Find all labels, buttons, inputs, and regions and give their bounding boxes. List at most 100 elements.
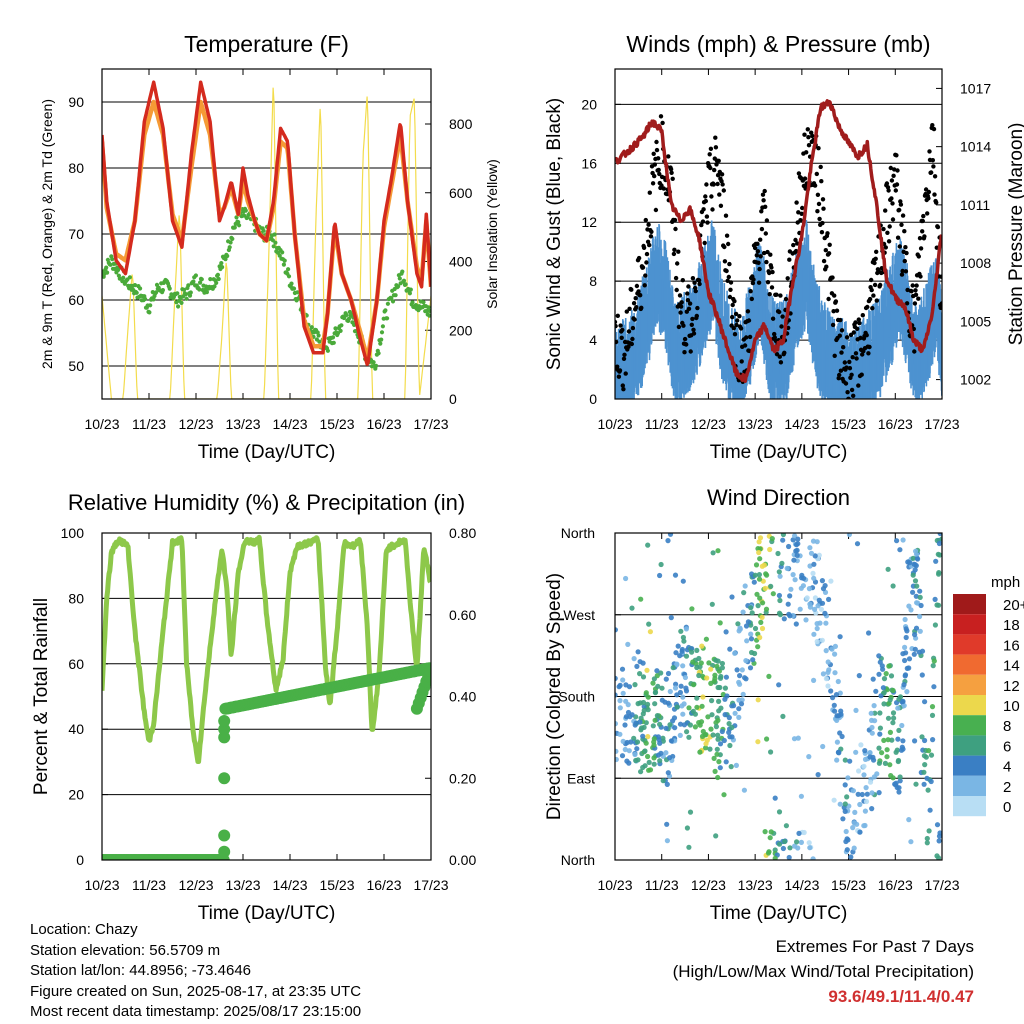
legend-label: 12 (1003, 678, 1020, 695)
direction-point (750, 657, 756, 663)
gust-point (866, 351, 871, 356)
dewpoint-point (427, 313, 431, 318)
direction-point (825, 683, 831, 689)
direction-point (880, 666, 886, 672)
direction-point (787, 613, 793, 619)
dewpoint-point (338, 328, 343, 333)
direction-point (855, 791, 861, 797)
direction-point (710, 550, 716, 556)
dewpoint-point (212, 284, 217, 289)
direction-point (759, 614, 765, 621)
dewpoint-point (426, 305, 431, 310)
direction-point (615, 721, 618, 727)
direction-point (877, 725, 884, 731)
gust-point (762, 188, 767, 194)
gust-point (754, 253, 759, 258)
direction-point (929, 704, 936, 710)
gust-point (750, 280, 756, 286)
wind_direction-frame (614, 532, 943, 861)
direction-point (828, 688, 834, 694)
direction-point (726, 729, 732, 736)
legend-swatch (953, 634, 986, 655)
direction-point (615, 692, 618, 698)
gust-point (770, 269, 775, 275)
dewpoint-point (225, 253, 230, 259)
gust-point (680, 278, 685, 283)
direction-point (706, 660, 712, 666)
direction-point (788, 586, 794, 592)
direction-point (851, 845, 857, 851)
gust-point (850, 355, 855, 360)
gust-point (709, 194, 714, 199)
direction-point (897, 778, 903, 784)
precip-point (218, 715, 231, 727)
direction-point (710, 732, 716, 738)
gust-point (624, 309, 629, 314)
gust-point (856, 383, 861, 388)
dewpoint-point (237, 223, 242, 228)
dewpoint-point (286, 267, 291, 272)
direction-point (895, 758, 901, 765)
direction-point (652, 717, 658, 723)
direction-point (844, 794, 850, 800)
direction-point (675, 643, 681, 649)
gust-point (783, 296, 789, 302)
direction-point (721, 737, 727, 744)
direction-point (926, 748, 932, 754)
direction-point (657, 721, 663, 727)
x-tick-label: 15/23 (319, 877, 354, 893)
humidity-chart (101, 532, 432, 861)
x-tick-label: 15/23 (831, 877, 866, 893)
gust-point (756, 260, 761, 265)
direction-point (794, 547, 800, 554)
direction-point (703, 745, 709, 751)
direction-point (806, 586, 813, 592)
direction-point (777, 612, 784, 618)
direction-point (812, 606, 818, 613)
gust-point (858, 335, 863, 341)
gust-point (878, 282, 883, 288)
gust-point (793, 237, 798, 243)
direction-point (786, 854, 792, 860)
direction-point (651, 736, 657, 742)
direction-point (665, 538, 671, 544)
dewpoint-point (116, 267, 121, 273)
direction-point (665, 700, 672, 706)
direction-point (852, 809, 858, 816)
direction-point (736, 706, 742, 712)
gust-point (881, 226, 886, 232)
direction-point (739, 667, 745, 673)
direction-point (692, 724, 699, 730)
solar-series-line (102, 87, 431, 399)
direction-point (655, 734, 662, 740)
x-tick-label: 11/23 (132, 877, 166, 893)
dewpoint-point (273, 240, 278, 245)
direction-point (869, 730, 875, 736)
direction-point (625, 702, 631, 708)
gust-point (623, 371, 628, 376)
direction-point (691, 682, 697, 688)
legend-label: 4 (1003, 759, 1011, 776)
dewpoint-point (236, 220, 241, 225)
legend-label: 20+ (1003, 597, 1024, 614)
dewpoint-point (371, 360, 376, 365)
gust-point (643, 273, 648, 278)
direction-point (831, 797, 837, 803)
direction-point (890, 720, 896, 726)
direction-point (717, 741, 724, 747)
direction-point (775, 550, 781, 557)
gust-point (617, 368, 623, 373)
x-tick-label: 16/23 (366, 877, 401, 893)
y2-axis-title: Station Pressure (Maroon) (1006, 123, 1024, 346)
direction-point (859, 791, 865, 798)
direction-point (832, 708, 838, 714)
direction-point (686, 734, 692, 740)
gust-point (644, 260, 649, 265)
direction-point (724, 693, 730, 699)
direction-point (638, 596, 644, 602)
direction-point (781, 616, 787, 622)
gust-point (815, 192, 821, 197)
direction-point (912, 567, 918, 573)
direction-point (745, 619, 752, 625)
